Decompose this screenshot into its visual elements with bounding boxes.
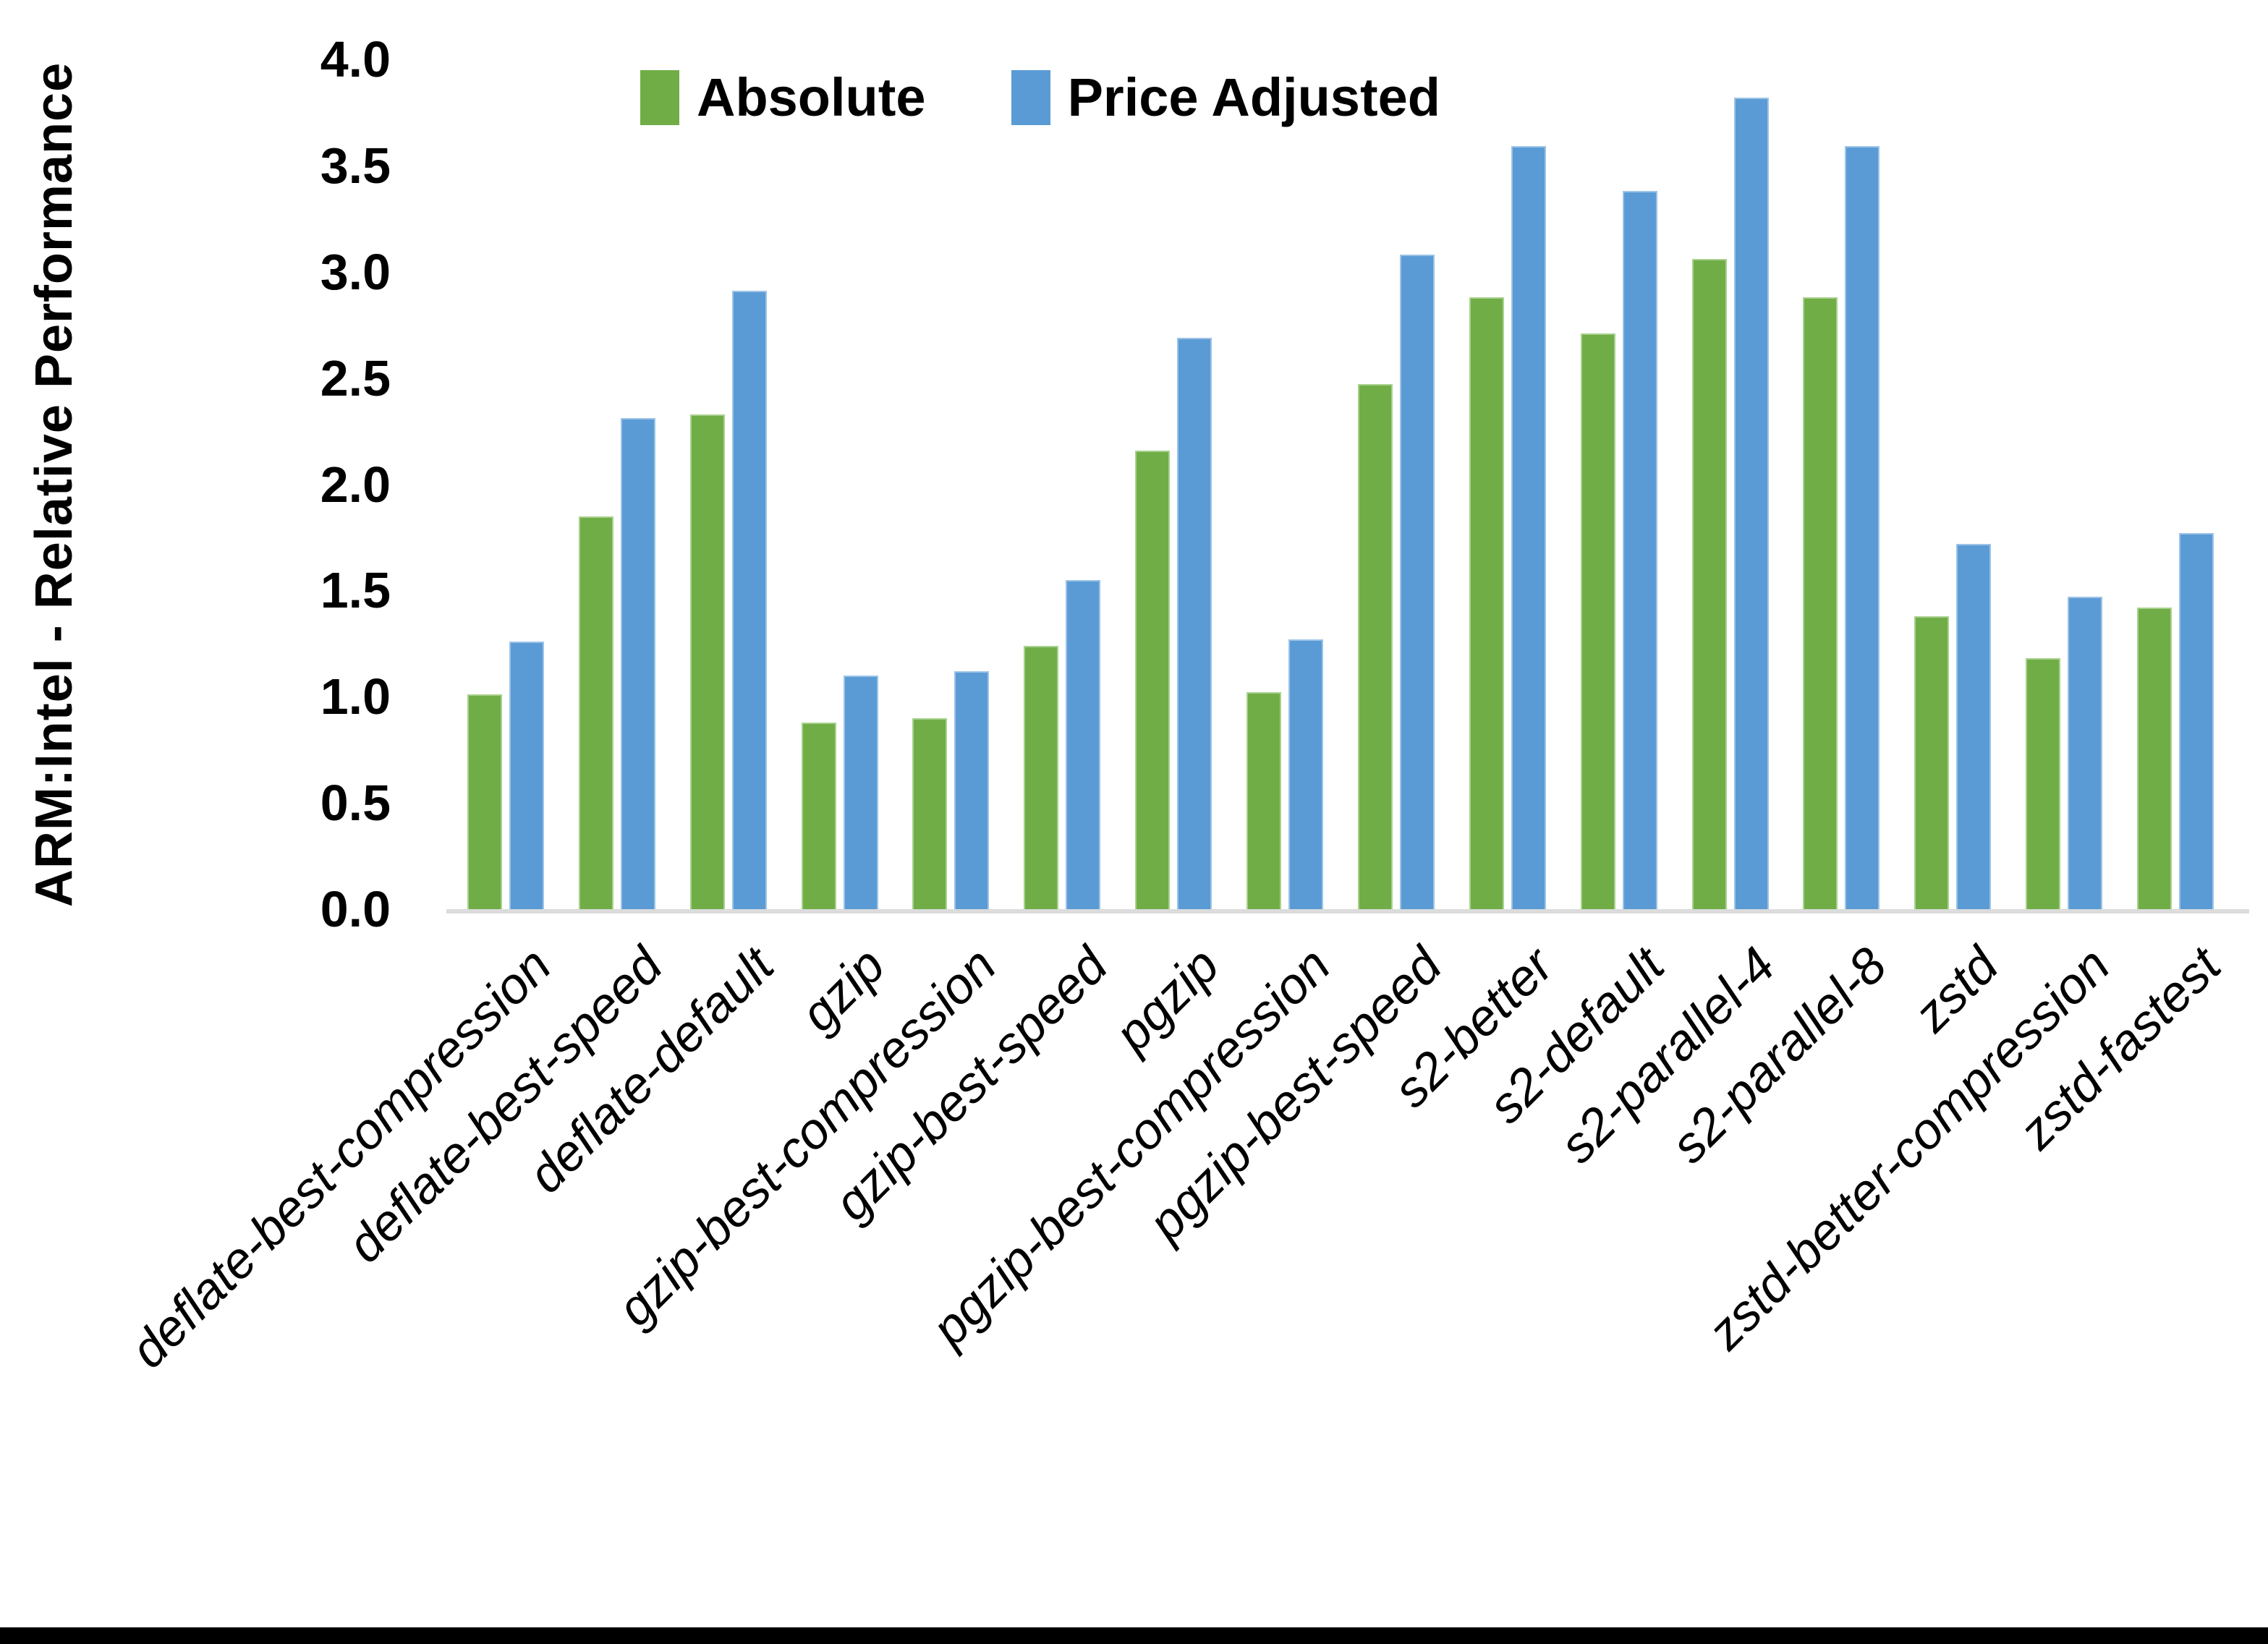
y-tick-label: 0.0 xyxy=(320,881,391,937)
bar-price-adjusted-gzip-best-compression xyxy=(954,671,990,909)
bar-absolute-zstd-fastest xyxy=(2137,607,2173,909)
bar-absolute-deflate-best-speed xyxy=(578,516,613,909)
bar-group-pgzip-best-compression xyxy=(1229,59,1341,909)
x-axis-label-deflate-best-compression: deflate-best-compression xyxy=(119,937,562,1379)
bar-price-adjusted-deflate-best-compression xyxy=(509,641,544,909)
bar-group-s2-parallel-4 xyxy=(1675,59,1786,909)
y-tick-label: 1.5 xyxy=(320,562,391,619)
y-tick-label: 2.5 xyxy=(320,349,391,406)
legend-label-price-adjusted: Price Adjusted xyxy=(1067,67,1440,127)
bar-price-adjusted-zstd-better-compression xyxy=(2068,597,2103,909)
bar-group-s2-better xyxy=(1452,59,1563,909)
bar-group-gzip xyxy=(784,59,896,909)
bar-group-pgzip xyxy=(1118,59,1229,909)
bar-group-gzip-best-compression xyxy=(896,59,1007,909)
legend-label-absolute: Absolute xyxy=(697,67,926,127)
x-axis-line xyxy=(446,909,2249,913)
bar-price-adjusted-zstd xyxy=(1956,543,1992,909)
y-tick-label: 4.0 xyxy=(320,31,391,88)
bar-absolute-gzip xyxy=(801,722,836,909)
bar-absolute-deflate-best-compression xyxy=(467,694,502,909)
bar-price-adjusted-deflate-best-speed xyxy=(620,418,655,909)
legend-item-price-adjusted: Price Adjusted xyxy=(1011,67,1440,128)
bar-absolute-s2-default xyxy=(1580,333,1615,909)
bar-group-deflate-default xyxy=(673,59,784,909)
bar-price-adjusted-zstd-fastest xyxy=(2179,533,2214,909)
bar-absolute-pgzip-best-speed xyxy=(1357,384,1393,909)
bar-absolute-pgzip xyxy=(1135,450,1171,909)
legend-item-absolute: Absolute xyxy=(640,67,926,128)
bar-absolute-s2-parallel-4 xyxy=(1691,259,1727,909)
bar-group-s2-parallel-8 xyxy=(1786,59,1898,909)
bar-group-deflate-best-compression xyxy=(450,59,561,909)
y-tick-label: 3.5 xyxy=(320,137,391,194)
bar-price-adjusted-gzip xyxy=(843,675,878,909)
bar-absolute-gzip-best-compression xyxy=(912,717,948,909)
bar-price-adjusted-pgzip-best-compression xyxy=(1288,639,1324,909)
bar-group-pgzip-best-speed xyxy=(1341,59,1452,909)
plot-area xyxy=(450,59,2231,909)
bar-group-zstd-better-compression xyxy=(2008,59,2120,909)
y-tick-label: 0.5 xyxy=(320,775,391,832)
legend-swatch-price-adjusted xyxy=(1011,69,1050,125)
bottom-border-bar xyxy=(0,1627,2268,1644)
bar-absolute-deflate-default xyxy=(689,414,725,909)
bar-price-adjusted-s2-default xyxy=(1622,191,1657,909)
bar-group-deflate-best-speed xyxy=(561,59,673,909)
legend-swatch-absolute xyxy=(640,69,679,125)
bar-absolute-gzip-best-speed xyxy=(1024,645,1059,909)
bar-absolute-s2-parallel-8 xyxy=(1803,297,1838,909)
y-tick-label: 3.0 xyxy=(320,243,391,300)
bar-price-adjusted-pgzip-best-speed xyxy=(1399,255,1435,909)
bar-price-adjusted-s2-better xyxy=(1511,146,1546,909)
bar-price-adjusted-s2-parallel-4 xyxy=(1733,97,1769,909)
bar-absolute-zstd-better-compression xyxy=(2026,658,2061,909)
bar-absolute-s2-better xyxy=(1469,297,1504,909)
bar-absolute-pgzip-best-compression xyxy=(1246,692,1282,909)
bar-group-zstd xyxy=(1897,59,2008,909)
y-tick-label: 2.0 xyxy=(320,456,391,513)
bar-absolute-zstd xyxy=(1914,616,1950,909)
bar-price-adjusted-pgzip xyxy=(1177,337,1212,909)
bar-group-zstd-fastest xyxy=(2120,59,2231,909)
legend: Absolute Price Adjusted xyxy=(640,67,1440,128)
bar-group-gzip-best-speed xyxy=(1006,59,1118,909)
bar-group-s2-default xyxy=(1563,59,1675,909)
bar-price-adjusted-deflate-default xyxy=(731,291,767,909)
y-tick-label: 1.0 xyxy=(320,668,391,725)
bar-price-adjusted-s2-parallel-8 xyxy=(1845,146,1880,909)
bar-price-adjusted-gzip-best-speed xyxy=(1066,579,1101,909)
